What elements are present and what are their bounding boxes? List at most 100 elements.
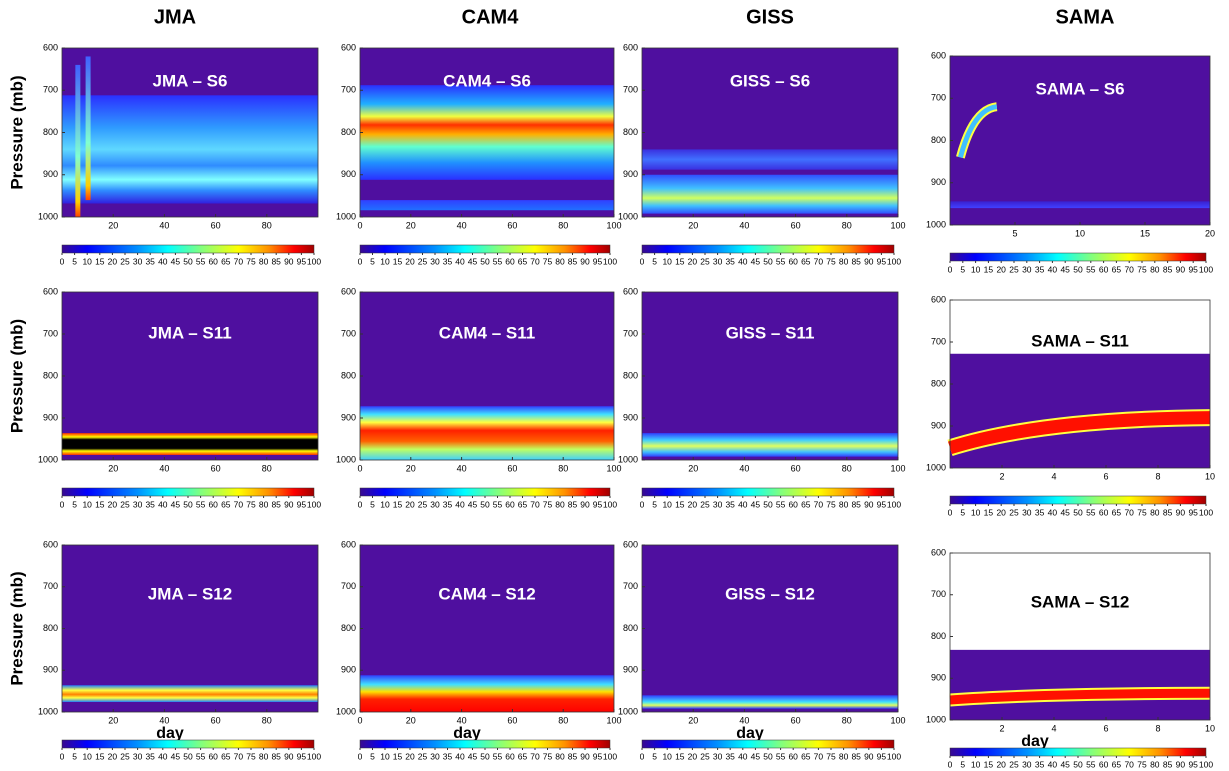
colorbar-tick-label: 20 [108, 751, 118, 761]
colorbar-tick-label: 10 [971, 264, 981, 274]
y-tick-label: 800 [43, 623, 58, 633]
colorbar-tick-label: 20 [108, 256, 118, 266]
panel-title: JMA – S12 [148, 585, 232, 604]
y-tick-label: 700 [341, 85, 356, 95]
colorbar-tick-label: 60 [1099, 759, 1109, 769]
colorbar-tick-label: 50 [1073, 264, 1083, 274]
colorbar [359, 244, 611, 254]
colorbar-tick-label: 15 [393, 256, 403, 266]
colorbar-tick-label: 15 [95, 499, 105, 509]
y-tick-label: 900 [931, 177, 946, 187]
x-tick-label: 60 [791, 463, 801, 473]
y-tick-label: 800 [623, 127, 638, 137]
colorbar-tick-label: 100 [603, 751, 617, 761]
x-tick-label: 60 [211, 463, 221, 473]
x-tick-label: 4 [1051, 723, 1056, 733]
colorbar-tick-label: 25 [700, 256, 710, 266]
colorbar-tick-label: 40 [738, 256, 748, 266]
y-tick-label: 800 [43, 370, 58, 380]
colorbar-tick-label: 40 [158, 499, 168, 509]
colorbar-tick-label: 80 [839, 499, 849, 509]
colorbar-tick-label: 40 [738, 751, 748, 761]
y-axis-label: Pressure (mb) [7, 319, 26, 433]
y-tick-label: 1000 [38, 211, 58, 221]
x-axis-label: day [1021, 733, 1049, 750]
x-tick-label: 40 [159, 220, 169, 230]
colorbar-tick-label: 50 [480, 256, 490, 266]
y-tick-label: 900 [623, 412, 638, 422]
x-axis-label: day [156, 725, 184, 742]
colorbar-tick-label: 5 [370, 751, 375, 761]
heatmap-field [642, 545, 898, 712]
x-axis-label: day [736, 725, 764, 742]
colorbar-tick-label: 70 [530, 751, 540, 761]
x-tick-label: 6 [1103, 723, 1108, 733]
colorbar-tick-label: 65 [221, 499, 231, 509]
colorbar-tick-label: 85 [568, 256, 578, 266]
colorbar-tick-label: 40 [1048, 759, 1058, 769]
colorbar-tick-label: 45 [751, 499, 761, 509]
colorbar-tick-label: 10 [82, 256, 92, 266]
colorbar-tick-label: 50 [1073, 759, 1083, 769]
colorbar-tick-label: 45 [171, 256, 181, 266]
heatmap-curve [948, 411, 1211, 455]
colorbar-tick-label: 75 [1137, 759, 1147, 769]
colorbar-tick-label: 10 [662, 256, 672, 266]
colorbar-tick-label: 10 [380, 256, 390, 266]
colorbar-tick-label: 0 [948, 264, 953, 274]
colorbar-tick-label: 45 [468, 499, 478, 509]
colorbar-tick-label: 0 [60, 751, 65, 761]
colorbar-tick-label: 50 [1073, 507, 1083, 517]
x-tick-label: 40 [739, 463, 749, 473]
colorbar-tick-label: 85 [1163, 507, 1173, 517]
y-tick-label: 1000 [336, 454, 356, 464]
colorbar-tick-label: 45 [468, 751, 478, 761]
x-tick-label: 0 [357, 463, 362, 473]
colorbar-tick-label: 50 [480, 499, 490, 509]
colorbar-tick-label: 75 [246, 751, 256, 761]
y-tick-label: 900 [43, 412, 58, 422]
colorbar-tick-label: 75 [826, 751, 836, 761]
y-tick-label: 600 [623, 42, 638, 52]
colorbar-tick-label: 50 [183, 256, 193, 266]
colorbar-tick-label: 65 [1112, 264, 1122, 274]
colorbar-tick-label: 70 [234, 751, 244, 761]
colorbar-tick-label: 40 [1048, 507, 1058, 517]
colorbar-tick-label: 95 [1188, 264, 1198, 274]
heatmap-band [62, 685, 318, 702]
colorbar-tick-label: 50 [183, 751, 193, 761]
colorbar-tick-label: 30 [133, 499, 143, 509]
heatmap-band [642, 174, 898, 214]
x-tick-label: 0 [357, 220, 362, 230]
colorbar-tick-label: 70 [814, 499, 824, 509]
colorbar-tick-label: 75 [246, 256, 256, 266]
colorbar-tick-label: 5 [72, 499, 77, 509]
colorbar-tick-label: 30 [133, 751, 143, 761]
colorbar-tick-label: 95 [297, 499, 307, 509]
colorbar-tick-label: 55 [493, 499, 503, 509]
colorbar-tick-label: 50 [183, 499, 193, 509]
colorbar-tick-label: 95 [593, 751, 603, 761]
colorbar-tick-label: 45 [751, 751, 761, 761]
x-tick-label: 8 [1155, 723, 1160, 733]
colorbar-tick-label: 30 [1022, 507, 1032, 517]
colorbar-tick-label: 40 [738, 499, 748, 509]
colorbar-tick-label: 100 [887, 256, 901, 266]
heatmap-band [642, 149, 898, 170]
colorbar-tick-label: 60 [788, 751, 798, 761]
heatmap-band [360, 85, 614, 180]
panel-title: CAM4 – S11 [439, 323, 535, 342]
colorbar [359, 487, 611, 497]
y-axis-label: Pressure (mb) [7, 75, 26, 189]
colorbar-tick-label: 95 [877, 751, 887, 761]
colorbar-tick-label: 30 [430, 751, 440, 761]
y-tick-label: 900 [623, 169, 638, 179]
colorbar-tick-label: 80 [259, 751, 269, 761]
colorbar-tick-label: 10 [82, 751, 92, 761]
y-tick-label: 800 [931, 378, 946, 388]
colorbar-tick-label: 70 [1124, 759, 1134, 769]
y-tick-label: 700 [623, 581, 638, 591]
colorbar-tick-label: 85 [568, 751, 578, 761]
missing-region [950, 300, 1210, 354]
y-tick-label: 700 [623, 328, 638, 338]
